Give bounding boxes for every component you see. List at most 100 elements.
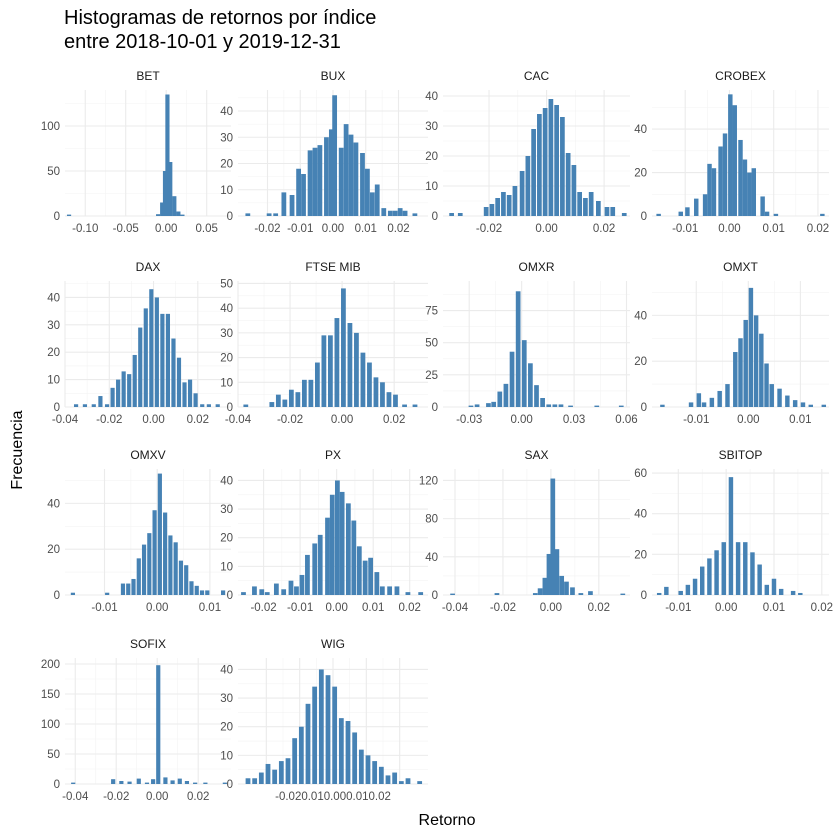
histogram-bar	[678, 590, 683, 595]
histogram-bar	[295, 392, 301, 407]
histogram-bar	[173, 542, 178, 595]
x-tick-label: 0.02	[399, 602, 421, 614]
histogram-bar	[156, 214, 161, 216]
histogram-bar	[402, 404, 407, 407]
histogram-bar	[345, 721, 351, 784]
histogram-bar	[194, 585, 199, 595]
histogram-bar	[141, 544, 147, 595]
histogram-bar	[165, 313, 171, 407]
histogram-bar	[269, 402, 275, 407]
y-tick-label: 20	[220, 722, 233, 734]
facet-panel-bux: BUX -0.02 -0.01 0.00 0.01 0.02 0 10 20 30 40	[220, 69, 428, 235]
histogram-bar	[707, 558, 712, 595]
histogram-bar	[329, 494, 335, 595]
histogram-bar	[98, 396, 103, 407]
y-tick-label: 200	[41, 659, 60, 671]
histogram-bar	[332, 95, 338, 216]
histogram-bar	[252, 778, 258, 784]
x-tick-label: 0.01	[355, 223, 377, 235]
histogram-bar	[308, 379, 314, 407]
histogram-bar	[272, 769, 278, 784]
histogram-bar	[367, 362, 372, 407]
histogram-bar	[281, 589, 287, 595]
x-tick-label: 0.01	[762, 223, 784, 235]
histogram-bar	[596, 201, 601, 216]
histogram-bar	[199, 590, 205, 595]
histogram-bar	[334, 480, 340, 595]
histogram-bar	[278, 761, 284, 784]
histogram-bar	[111, 779, 116, 784]
histogram-bar	[305, 703, 311, 784]
x-axis-label: Retorno	[418, 812, 476, 829]
histogram-bar	[450, 593, 455, 595]
histogram-bar	[521, 340, 527, 407]
histogram-bar	[393, 394, 398, 407]
histogram-bar	[405, 778, 411, 784]
histogram-bar	[351, 520, 357, 595]
y-tick-label: 50	[47, 166, 60, 178]
histogram-bar	[412, 213, 418, 216]
histogram-bar	[509, 351, 515, 407]
x-tick-label: 0.01	[763, 602, 785, 614]
histogram-bar	[343, 124, 349, 216]
histogram-bar	[307, 150, 313, 216]
histogram-bar	[136, 778, 141, 784]
histogram-bar	[747, 172, 752, 216]
y-tick-label: 0	[641, 211, 647, 223]
histogram-bar	[116, 379, 121, 407]
histogram-bar	[565, 153, 571, 216]
histogram-bar	[374, 184, 380, 216]
facet-strip-label: CROBEX	[715, 69, 766, 83]
histogram-bar	[696, 393, 702, 407]
y-tick-label: 0	[54, 590, 60, 602]
histogram-bar	[491, 401, 497, 407]
histogram-bar	[314, 362, 320, 407]
x-tick-label: -0.02	[254, 223, 280, 235]
histogram-bar	[778, 588, 784, 595]
histogram-bar	[732, 105, 737, 216]
y-tick-label: 0	[54, 402, 60, 414]
histogram-bar	[656, 592, 662, 595]
histogram-bar	[339, 491, 345, 595]
y-tick-label: 20	[634, 356, 647, 368]
x-tick-label: 0.00	[737, 414, 759, 426]
histogram-bar	[176, 357, 182, 407]
x-tick-label: 0.00	[322, 223, 344, 235]
histogram-bar	[282, 399, 288, 407]
x-tick-label: 0.02	[811, 602, 833, 614]
histogram-bar	[170, 780, 175, 784]
histogram-bar	[160, 313, 165, 407]
histogram-bar	[168, 535, 173, 595]
histogram-bar	[546, 553, 552, 595]
histogram-bar	[356, 546, 362, 595]
histogram-bar	[157, 473, 162, 595]
histogram-bar	[288, 580, 294, 595]
histogram-bar	[105, 592, 110, 595]
x-tick-label: 0.00	[715, 602, 737, 614]
y-tick-label: 40	[634, 310, 647, 322]
histogram-bar	[692, 578, 698, 595]
histogram-bar	[312, 686, 318, 784]
facet-strip-label: PX	[325, 448, 341, 462]
histogram-bar	[91, 404, 96, 407]
y-tick-label: 100	[41, 121, 60, 133]
histogram-bar	[171, 338, 176, 407]
histogram-bar	[550, 478, 556, 595]
histogram-bar	[354, 332, 359, 407]
histogram-bar	[176, 211, 181, 216]
histogram-bar	[468, 405, 474, 407]
histogram-bar	[418, 592, 424, 595]
histogram-bar	[769, 384, 774, 407]
y-tick-label: 30	[220, 132, 233, 144]
y-tick-label: 100	[41, 719, 60, 731]
histogram-bar	[546, 404, 552, 407]
histogram-bar	[594, 405, 600, 407]
histogram-bar	[205, 590, 210, 595]
x-tick-label: 0.00	[142, 414, 164, 426]
histogram-bar	[180, 214, 185, 216]
x-tick-label: 0.00	[718, 223, 740, 235]
y-tick-label: 10	[425, 181, 438, 193]
histogram-bar	[292, 738, 298, 784]
histogram-bar	[165, 94, 170, 216]
